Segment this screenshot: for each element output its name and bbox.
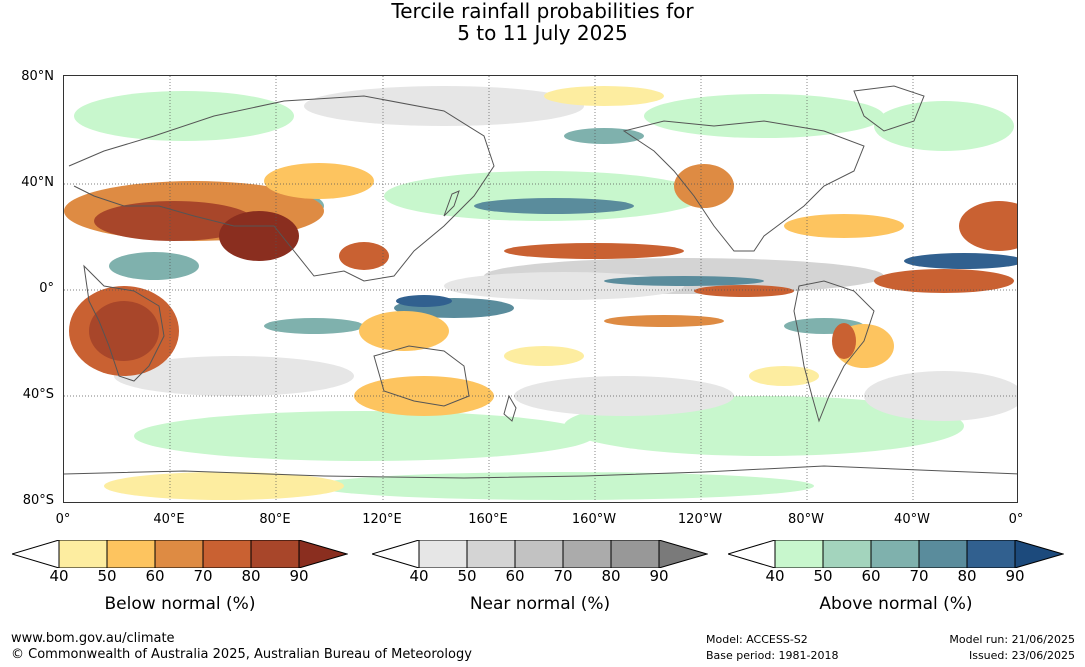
colorbar-above-swatch-5: [966, 540, 1016, 568]
colorbar-below-normal: [12, 540, 348, 568]
colorbar-below-swatch-2: [106, 540, 156, 568]
colorbar-above-normal: [728, 540, 1064, 568]
colorbar-near-swatch-4: [562, 540, 612, 568]
colorbar-below-swatch-5: [250, 540, 300, 568]
colorbar-below-swatch-4: [202, 540, 252, 568]
colorbar-below-tick: 90: [289, 567, 309, 585]
lon-label-40w: 40°W: [894, 512, 930, 527]
lon-label-80w: 80°W: [788, 512, 824, 527]
colorbar-below-tick: 60: [145, 567, 165, 585]
colorbar-above-tick: 80: [957, 567, 977, 585]
colorbar-above-swatch-1: [774, 540, 824, 568]
colorbar-near-swatch-6: [658, 540, 708, 568]
probability-shading: [64, 86, 1017, 500]
colorbar-near-tick: 40: [409, 567, 429, 585]
colorbar-above-swatch-0: [728, 540, 776, 568]
colorbar-above-tick: 60: [861, 567, 881, 585]
colorbar-above-swatch-3: [870, 540, 920, 568]
colorbar-near-tick: 90: [649, 567, 669, 585]
map-canvas: [64, 76, 1017, 502]
colorbar-above-tick: 70: [909, 567, 929, 585]
colorbar-near-tick: 50: [457, 567, 477, 585]
model-run-date: Model run: 21/06/2025: [949, 633, 1075, 646]
colorbar-above-tick: 40: [765, 567, 785, 585]
colorbar-near-swatch-0: [372, 540, 420, 568]
copyright-notice: © Commonwealth of Australia 2025, Austra…: [11, 647, 472, 662]
lat-label-40n: 40°N: [21, 175, 54, 190]
colorbar-below-swatch-0: [12, 540, 60, 568]
lon-label-0: 0°: [55, 512, 71, 527]
lon-label-80e: 80°E: [259, 512, 291, 527]
lon-label-120w: 120°W: [677, 512, 723, 527]
colorbar-below-tick: 70: [193, 567, 213, 585]
colorbar-above-swatch-2: [822, 540, 872, 568]
colorbar-near-swatch-3: [514, 540, 564, 568]
lat-label-80n: 80°N: [21, 69, 54, 84]
rainfall-probability-map: [63, 75, 1018, 503]
lat-label-80s: 80°S: [22, 493, 54, 508]
lon-label-160w: 160°W: [571, 512, 617, 527]
map-subtitle: 5 to 11 July 2025: [457, 21, 628, 45]
lon-label-160e: 160°E: [468, 512, 508, 527]
lon-label-0-east: 0°: [1008, 512, 1024, 527]
colorbar-above-swatch-4: [918, 540, 968, 568]
colorbar-below-tick: 40: [49, 567, 69, 585]
colorbar-near-swatch-1: [418, 540, 468, 568]
colorbar-near-normal: [372, 540, 708, 568]
base-period: Base period: 1981-2018: [706, 649, 839, 662]
colorbar-above-tick: 90: [1005, 567, 1025, 585]
colorbar-near-swatch-2: [466, 540, 516, 568]
colorbar-near-tick: 80: [601, 567, 621, 585]
colorbar-above-label: Above normal (%): [819, 594, 973, 614]
colorbar-below-swatch-1: [58, 540, 108, 568]
colorbar-below-swatch-6: [298, 540, 348, 568]
colorbar-below-tick: 80: [241, 567, 261, 585]
colorbar-near-label: Near normal (%): [469, 594, 611, 614]
colorbar-below-label: Below normal (%): [104, 594, 256, 614]
lat-label-0: 0°: [39, 281, 54, 296]
colorbar-above-swatch-6: [1014, 540, 1064, 568]
lon-label-40e: 40°E: [153, 512, 185, 527]
map-title: Tercile rainfall probabilities for: [391, 0, 694, 23]
colorbar-near-tick: 60: [505, 567, 525, 585]
lon-label-120e: 120°E: [362, 512, 402, 527]
colorbar-near-tick: 70: [553, 567, 573, 585]
coastlines: [64, 85, 1017, 479]
colorbar-near-swatch-5: [610, 540, 660, 568]
model-name: Model: ACCESS-S2: [706, 633, 808, 646]
colorbar-above-tick: 50: [813, 567, 833, 585]
website-link[interactable]: www.bom.gov.au/climate: [11, 631, 175, 646]
graticule: [64, 76, 1017, 502]
colorbar-below-tick: 50: [97, 567, 117, 585]
lat-label-40s: 40°S: [22, 387, 54, 402]
issued-date: Issued: 23/06/2025: [968, 649, 1075, 662]
colorbar-below-swatch-3: [154, 540, 204, 568]
